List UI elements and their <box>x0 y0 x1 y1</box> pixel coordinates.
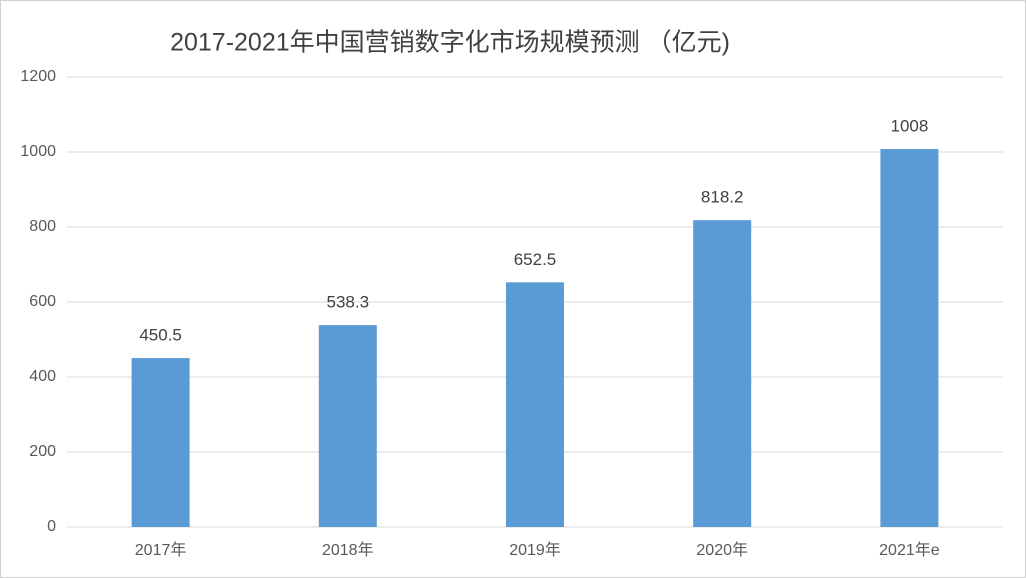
bar <box>318 325 377 527</box>
x-tick-label: 2017年 <box>135 541 187 559</box>
value-label: 538.3 <box>327 293 370 312</box>
y-tick-label: 0 <box>47 518 56 535</box>
value-label: 1008 <box>890 116 928 135</box>
chart-title: 2017-2021年中国营销数字化市场规模预测 （亿元) <box>170 29 730 57</box>
x-tick-label: 2018年 <box>322 541 374 559</box>
value-label: 652.5 <box>514 250 557 269</box>
y-tick-label: 200 <box>29 443 56 460</box>
bar <box>131 358 190 527</box>
value-label: 450.5 <box>139 326 182 345</box>
value-label: 818.2 <box>701 188 744 207</box>
y-tick-label: 400 <box>29 368 56 385</box>
x-tick-label: 2021年e <box>879 541 940 559</box>
y-tick-label: 800 <box>29 218 56 235</box>
bar <box>506 282 564 527</box>
bar <box>880 149 939 527</box>
x-tick-label: 2020年 <box>696 541 748 559</box>
y-tick-label: 600 <box>29 293 56 310</box>
x-tick-label: 2019年 <box>509 541 561 559</box>
y-tick-label: 1200 <box>20 68 56 85</box>
y-tick-label: 1000 <box>20 143 56 160</box>
bar <box>693 220 752 528</box>
